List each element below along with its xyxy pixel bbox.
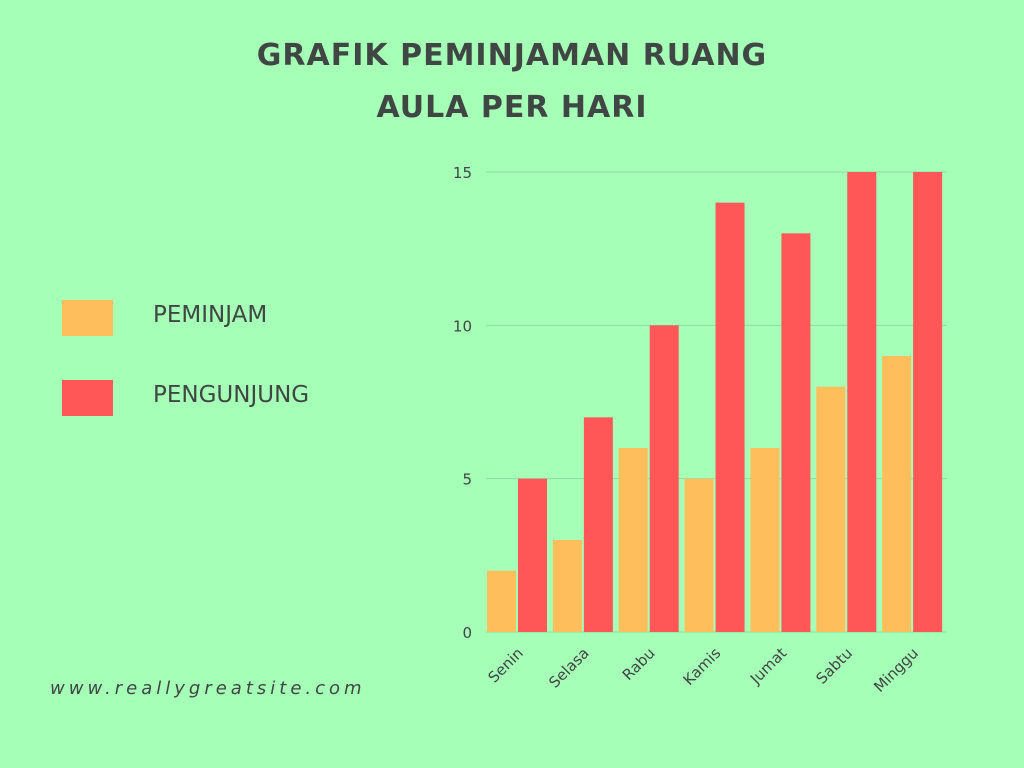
- chart-title-line-2: AULA PER HARI: [376, 90, 648, 125]
- chart-title: GRAFIK PEMINJAMAN RUANG AULA PER HARI: [0, 30, 1024, 134]
- legend-swatch-peminjam: [62, 300, 113, 336]
- x-tick-label-selasa: Selasa: [545, 644, 592, 691]
- bar-peminjam-jumat: [750, 448, 780, 632]
- y-tick-label-0: 0: [462, 624, 472, 642]
- x-tick-label-senin: Senin: [484, 644, 526, 686]
- bar-pengunjung-selasa: [583, 417, 613, 632]
- y-tick-label-5: 5: [462, 471, 472, 489]
- x-tick-label-rabu: Rabu: [619, 644, 659, 684]
- y-tick-label-10: 10: [453, 317, 472, 335]
- bar-pengunjung-rabu: [649, 325, 679, 632]
- bar-pengunjung-minggu: [913, 172, 943, 632]
- website-url: www.reallygreatsite.com: [50, 678, 366, 699]
- x-tick-label-minggu: Minggu: [870, 644, 922, 696]
- bar-peminjam-kamis: [684, 478, 714, 632]
- bar-peminjam-minggu: [882, 356, 912, 632]
- bar-peminjam-sabtu: [816, 386, 846, 632]
- x-tick-label-sabtu: Sabtu: [813, 644, 857, 688]
- legend-swatch-pengunjung: [62, 380, 113, 416]
- legend-label-pengunjung: PENGUNJUNG: [153, 382, 310, 408]
- bar-pengunjung-senin: [518, 478, 547, 632]
- y-tick-label-15: 15: [453, 164, 472, 182]
- bar-pengunjung-sabtu: [847, 172, 877, 632]
- bar-pengunjung-kamis: [715, 202, 745, 632]
- legend-label-peminjam: PEMINJAM: [153, 302, 268, 328]
- x-tick-label-kamis: Kamis: [680, 644, 725, 689]
- bar-peminjam-rabu: [618, 448, 648, 632]
- chart-title-line-1: GRAFIK PEMINJAMAN RUANG: [256, 38, 768, 73]
- bar-peminjam-selasa: [552, 540, 582, 632]
- bar-pengunjung-jumat: [781, 233, 811, 632]
- bar-peminjam-senin: [487, 570, 516, 632]
- legend-item-peminjam: PEMINJAM: [62, 298, 382, 338]
- x-tick-label-jumat: Jumat: [746, 644, 790, 688]
- legend-item-pengunjung: PENGUNJUNG: [62, 378, 382, 418]
- bar-chart: 0 5 10 15 Senin Selasa Rabu Kamis Jumat Sabtu Ming…: [453, 164, 947, 696]
